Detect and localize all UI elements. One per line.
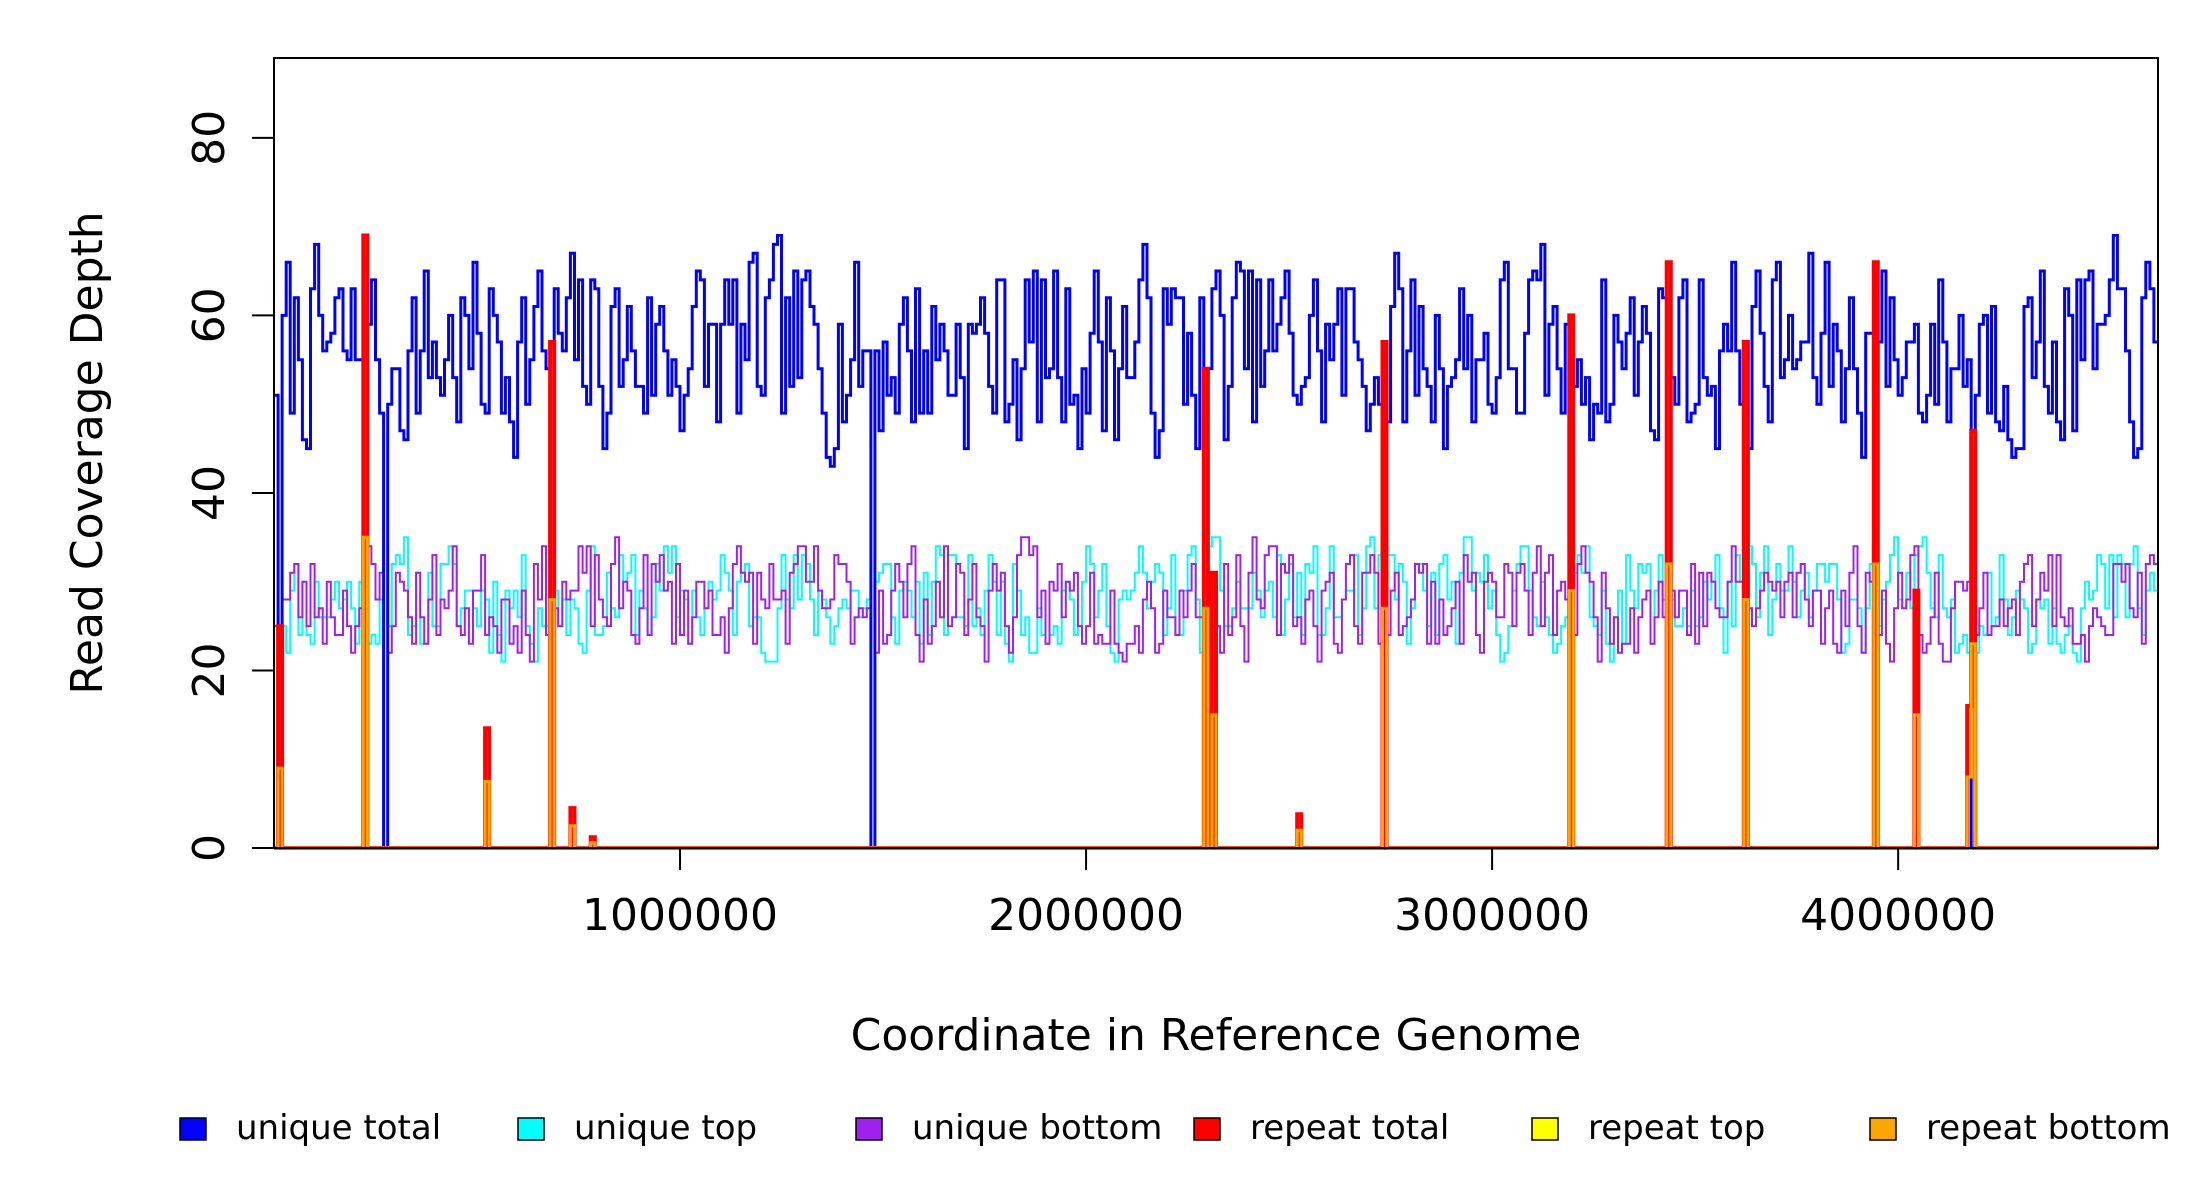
legend-label: repeat total: [1250, 1108, 1449, 1148]
x-axis-label: Coordinate in Reference Genome: [851, 1010, 1582, 1061]
y-tick-label: 80: [184, 110, 235, 166]
y-axis: 0 20 40 60 80: [184, 110, 274, 862]
y-tick-label: 40: [184, 465, 235, 521]
y-tick-label: 20: [184, 642, 235, 698]
legend: unique total unique top unique bottom repea…: [179, 1108, 2171, 1148]
legend-label: unique total: [236, 1108, 441, 1148]
x-tick-label: 1000000: [582, 890, 778, 941]
y-axis-label: Read Coverage Depth: [62, 211, 113, 694]
x-axis: 1000000 2000000 3000000 4000000: [582, 848, 1996, 941]
plot-frame: [273, 57, 2159, 849]
legend-swatch: [1869, 1117, 1897, 1141]
legend-label: unique top: [574, 1108, 757, 1148]
legend-label: repeat bottom: [1926, 1108, 2171, 1148]
x-tick-label: 4000000: [1800, 890, 1996, 941]
y-tick-label: 0: [184, 834, 235, 862]
unique-total-line: [274, 234, 2158, 850]
legend-label: unique bottom: [912, 1108, 1162, 1148]
x-tick-label: 2000000: [988, 890, 1184, 941]
y-tick-label: 60: [184, 287, 235, 343]
legend-swatch: [1531, 1117, 1559, 1141]
legend-swatch: [517, 1117, 545, 1141]
legend-swatch: [1193, 1117, 1221, 1141]
unique-bottom-line: [274, 536, 2158, 849]
legend-swatch: [179, 1117, 207, 1141]
legend-swatch: [855, 1117, 883, 1141]
x-tick-label: 3000000: [1394, 890, 1590, 941]
legend-label: repeat top: [1588, 1108, 1765, 1148]
